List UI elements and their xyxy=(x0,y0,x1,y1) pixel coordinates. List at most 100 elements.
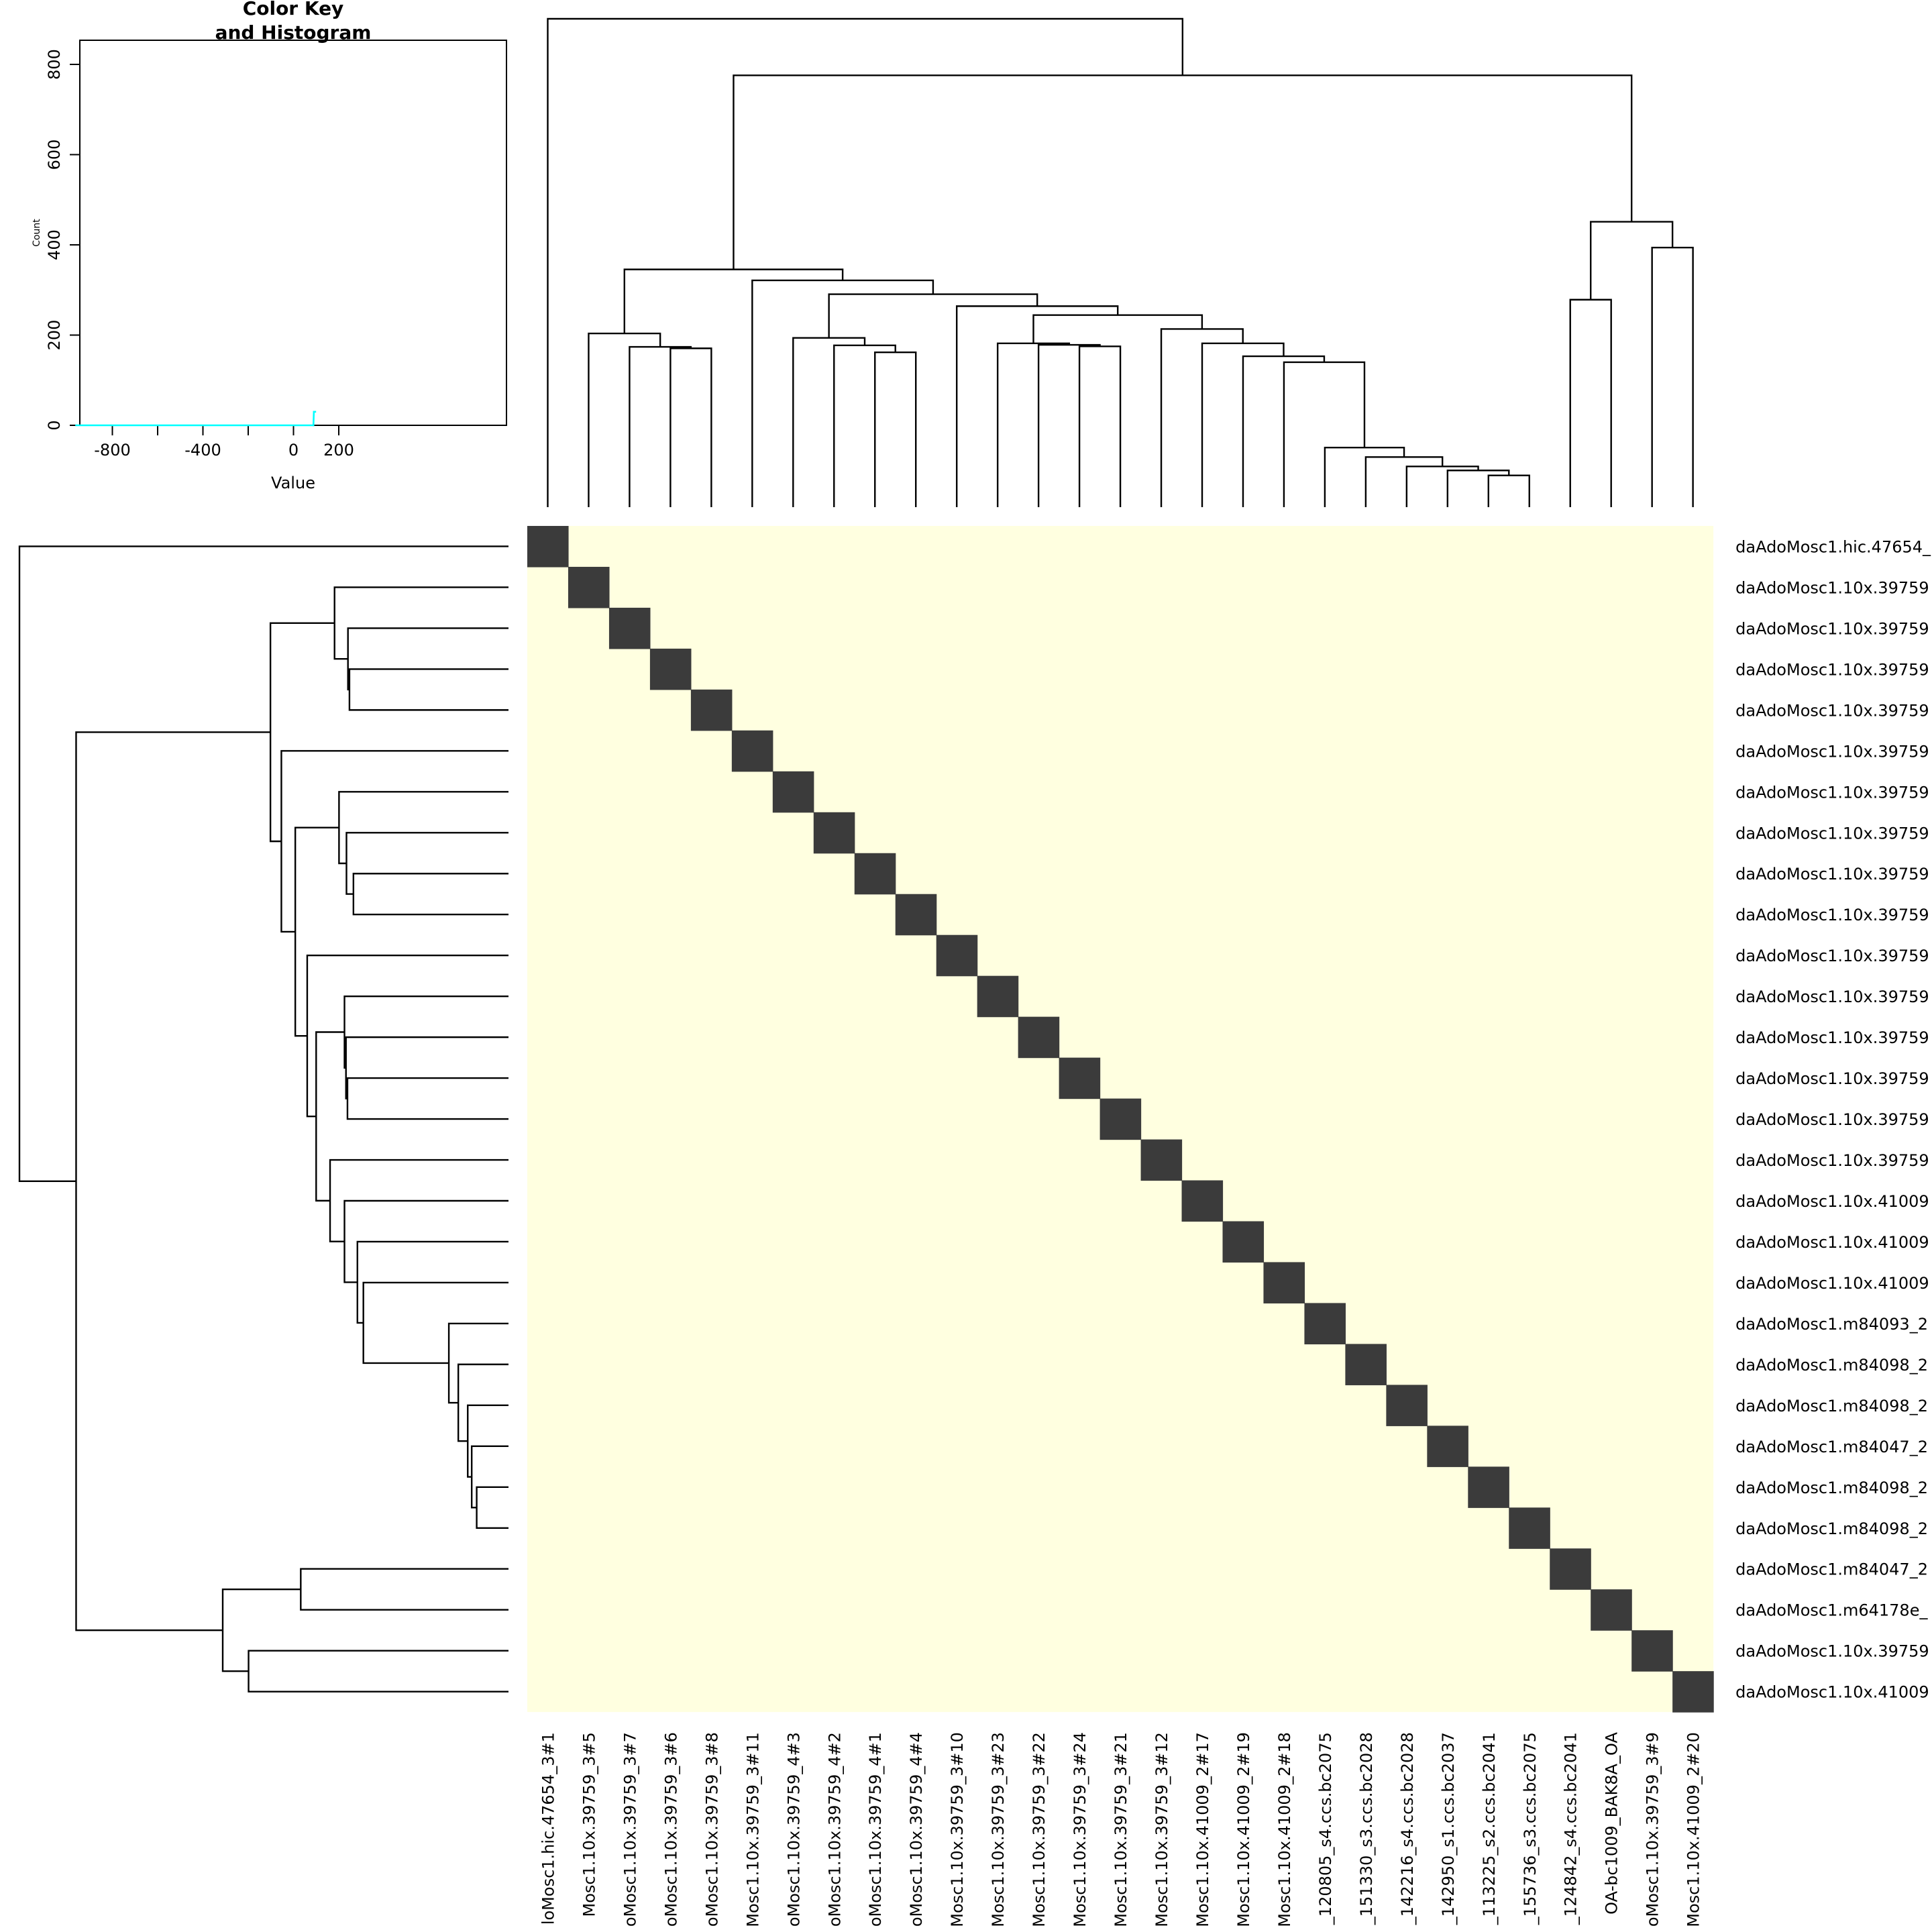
row-dendrogram-branch xyxy=(345,832,508,895)
heatmap-cell xyxy=(1263,1262,1305,1304)
column-dendrogram-branch xyxy=(629,345,692,507)
key-y-tick-label: 400 xyxy=(45,229,64,260)
row-label: daAdoMosc1.m84047_2 xyxy=(1735,1438,1928,1456)
color-key-title-line1: Color Key xyxy=(243,0,344,19)
row-dendrogram-branch xyxy=(18,545,508,1183)
heatmap-cell xyxy=(1468,1466,1509,1508)
key-y-tick-label: 200 xyxy=(45,320,64,351)
heatmap-cell xyxy=(1181,1180,1224,1222)
heatmap-cell xyxy=(1099,1098,1142,1140)
column-label: Mosc1.10x.39759_3#22 xyxy=(1030,1732,1049,1927)
column-label: Mosc1.10x.39759_3#12 xyxy=(1152,1732,1171,1927)
color-key-panel: Color Key and Histogram -800 -400 0 200 020… xyxy=(32,0,507,492)
column-dendrogram-branch xyxy=(1032,314,1203,343)
column-label: Mosc1.10x.41009_2#17 xyxy=(1193,1732,1212,1927)
column-label: oMosc1.10x.39759_4#4 xyxy=(907,1732,926,1927)
heatmap-cell xyxy=(1672,1671,1714,1713)
column-label: Mosc1.10x.39759_3#23 xyxy=(989,1732,1008,1927)
row-label: daAdoMosc1.10x.39759 xyxy=(1735,660,1929,679)
row-dendrogram-branch xyxy=(470,1445,508,1509)
heatmap-cell xyxy=(1304,1303,1346,1344)
heatmap-cell xyxy=(731,730,773,772)
row-dendrogram-branch xyxy=(248,1650,508,1693)
column-label: OA-bc1009_BAK8A_OA xyxy=(1603,1732,1621,1915)
row-label: daAdoMosc1.10x.39759 xyxy=(1735,619,1929,638)
row-label: daAdoMosc1.10x.39759 xyxy=(1735,824,1929,843)
row-label: daAdoMosc1.10x.39759 xyxy=(1735,1069,1929,1088)
column-label: Mosc1.10x.41009_2#20 xyxy=(1684,1732,1703,1927)
row-label: daAdoMosc1.10x.39759 xyxy=(1735,783,1929,802)
heatmap-cell xyxy=(1631,1630,1673,1672)
row-label: daAdoMosc1.m64178e_ xyxy=(1735,1601,1928,1620)
column-dendrogram-branch xyxy=(588,332,661,507)
row-label: daAdoMosc1.m84098_2 xyxy=(1735,1479,1928,1497)
row-label: daAdoMosc1.10x.39759 xyxy=(1735,578,1929,597)
column-label: oMosc1.10x.39759_4#3 xyxy=(784,1732,803,1927)
column-label: _142950_s1.ccs.bc2037 xyxy=(1439,1732,1458,1925)
column-label: oMosc1.10x.39759_3#9 xyxy=(1644,1732,1662,1927)
heatmap-cell xyxy=(1059,1057,1101,1099)
column-label: oMosc1.10x.39759_4#2 xyxy=(825,1732,844,1927)
heatmap-cell xyxy=(1550,1548,1591,1590)
heatmap-cell xyxy=(895,894,937,936)
column-label: Mosc1.10x.39759_3#5 xyxy=(580,1732,598,1917)
heatmap-cell xyxy=(1345,1344,1387,1385)
row-label: daAdoMosc1.m84093_2 xyxy=(1735,1315,1928,1334)
column-label: Mosc1.10x.39759_3#21 xyxy=(1112,1732,1130,1927)
key-x-tick-label: -800 xyxy=(94,441,130,460)
key-x-tick-label: -400 xyxy=(184,441,221,460)
row-dendrogram-branch xyxy=(345,1036,508,1099)
row-label: daAdoMosc1.10x.39759 xyxy=(1735,742,1929,761)
column-label: oMosc1.10x.39759_3#8 xyxy=(702,1732,721,1927)
heatmap-cell xyxy=(1222,1221,1265,1263)
column-dendrogram-branch xyxy=(623,268,844,334)
row-label: daAdoMosc1.m84098_2 xyxy=(1735,1356,1928,1375)
row-dendrogram-branch xyxy=(447,1322,508,1404)
heatmap xyxy=(527,526,1714,1713)
row-labels: daAdoMosc1.hic.47654_ daAdoMosc1.10x.3975… xyxy=(1735,537,1931,1701)
row-label: daAdoMosc1.10x.39759 xyxy=(1735,701,1929,720)
heatmap-cell xyxy=(1427,1426,1468,1467)
key-x-tick-label: 0 xyxy=(288,441,299,460)
heatmap-cells xyxy=(527,526,1714,1713)
key-y-tick-label: 800 xyxy=(45,49,64,80)
column-dendrogram-branch xyxy=(547,17,1184,507)
column-dendrogram-branch xyxy=(955,305,1119,507)
column-label: Mosc1.10x.41009_2#19 xyxy=(1234,1732,1253,1927)
row-label: daAdoMosc1.m84098_2 xyxy=(1735,1519,1928,1538)
column-label: oMosc1.10x.39759_4#1 xyxy=(866,1732,885,1927)
row-label: daAdoMosc1.10x.39759 xyxy=(1735,1028,1929,1047)
key-y-tick-label: 600 xyxy=(45,140,64,170)
column-label: Mosc1.10x.41009_2#18 xyxy=(1275,1732,1294,1927)
row-label: daAdoMosc1.10x.41009 xyxy=(1735,1233,1929,1252)
row-dendrogram-branch xyxy=(457,1363,508,1442)
column-dendrogram-branch xyxy=(1569,299,1612,507)
row-label: daAdoMosc1.10x.39759 xyxy=(1735,906,1929,924)
row-dendrogram-branch xyxy=(329,1159,508,1242)
column-dendrogram-branch xyxy=(1590,221,1674,300)
column-label: _120805_s4.ccs.bc2075 xyxy=(1316,1732,1335,1925)
key-x-tick-label: 200 xyxy=(323,441,354,460)
row-dendrogram-branch xyxy=(315,1031,345,1202)
column-label: Mosc1.10x.39759_3#10 xyxy=(948,1732,967,1927)
row-dendrogram-branch xyxy=(356,1240,508,1324)
column-label: oMosc1.10x.39759_3#6 xyxy=(661,1732,680,1927)
heatmap-cell xyxy=(977,975,1019,1018)
heatmap-cell xyxy=(690,689,733,731)
heatmap-cell xyxy=(568,566,610,608)
row-label: daAdoMosc1.10x.39759 xyxy=(1735,987,1929,1006)
row-dendrogram-branch xyxy=(280,750,508,933)
color-key-y-label: Count xyxy=(32,219,42,247)
row-dendrogram-branch xyxy=(294,826,339,1037)
row-label: daAdoMosc1.10x.39759 xyxy=(1735,865,1929,883)
row-label: daAdoMosc1.10x.39759 xyxy=(1735,947,1929,965)
color-key-x-label: Value xyxy=(271,474,315,492)
column-dendrogram xyxy=(547,17,1694,507)
heatmap-cell xyxy=(1140,1139,1183,1181)
color-key-histogram xyxy=(75,411,317,427)
row-dendrogram xyxy=(18,545,508,1693)
heatmap-cell xyxy=(649,648,692,690)
heatmap-cell xyxy=(854,853,896,895)
column-label: Mosc1.10x.39759_3#24 xyxy=(1071,1732,1089,1927)
column-label: oMosc1.10x.39759_3#7 xyxy=(621,1732,639,1927)
